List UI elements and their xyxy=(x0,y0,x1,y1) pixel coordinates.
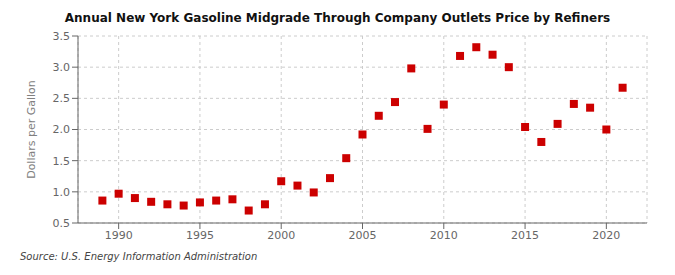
svg-text:1.5: 1.5 xyxy=(53,155,71,168)
svg-text:3.0: 3.0 xyxy=(53,61,71,74)
svg-text:2015: 2015 xyxy=(511,229,539,242)
svg-text:1995: 1995 xyxy=(186,229,214,242)
html-text:Source: U.S. Energy Informatio: Source: U.S. Energy Information Administ… xyxy=(20,251,258,262)
svg-text:2000: 2000 xyxy=(267,229,295,242)
svg-text:1.0: 1.0 xyxy=(53,186,71,199)
svg-text:0.5: 0.5 xyxy=(53,217,71,230)
svg-text:2.0: 2.0 xyxy=(53,123,71,136)
svg-text:2.5: 2.5 xyxy=(53,92,71,105)
svg-text:2020: 2020 xyxy=(592,229,620,242)
svg-text:Dollars per Gallon: Dollars per Gallon xyxy=(25,80,38,179)
svg-text:2005: 2005 xyxy=(349,229,377,242)
svg-text:2010: 2010 xyxy=(430,229,458,242)
html-text:Annual New York Gasoline Midgr: Annual New York Gasoline Midgrade Throug… xyxy=(64,11,611,25)
svg-text:3.5: 3.5 xyxy=(53,30,71,43)
svg-text:1990: 1990 xyxy=(105,229,133,242)
